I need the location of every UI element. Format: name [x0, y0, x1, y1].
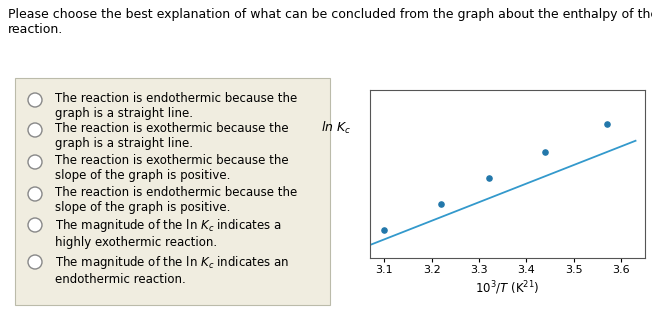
Text: The reaction is endothermic because the
graph is a straight line.: The reaction is endothermic because the … — [55, 92, 297, 120]
Circle shape — [28, 255, 42, 269]
Text: The reaction is exothermic because the
graph is a straight line.: The reaction is exothermic because the g… — [55, 122, 289, 150]
Point — [436, 201, 447, 206]
Circle shape — [28, 218, 42, 232]
Text: The reaction is exothermic because the
slope of the graph is positive.: The reaction is exothermic because the s… — [55, 154, 289, 182]
Point — [379, 227, 389, 232]
Point — [483, 175, 494, 180]
Text: The reaction is endothermic because the
slope of the graph is positive.: The reaction is endothermic because the … — [55, 186, 297, 214]
Circle shape — [28, 187, 42, 201]
Circle shape — [28, 155, 42, 169]
X-axis label: $10^3/T$ (K$^{21}$): $10^3/T$ (K$^{21}$) — [475, 279, 540, 297]
Point — [541, 150, 551, 155]
Text: ln $K_c$: ln $K_c$ — [321, 120, 351, 136]
Text: The magnitude of the ln $K_c$ indicates a
highly exothermic reaction.: The magnitude of the ln $K_c$ indicates … — [55, 217, 282, 249]
Text: Please choose the best explanation of what can be concluded from the graph about: Please choose the best explanation of wh… — [8, 8, 652, 36]
Circle shape — [28, 123, 42, 137]
Point — [602, 121, 612, 126]
Circle shape — [28, 93, 42, 107]
FancyBboxPatch shape — [15, 78, 330, 305]
Text: The magnitude of the ln $K_c$ indicates an
endothermic reaction.: The magnitude of the ln $K_c$ indicates … — [55, 254, 289, 286]
